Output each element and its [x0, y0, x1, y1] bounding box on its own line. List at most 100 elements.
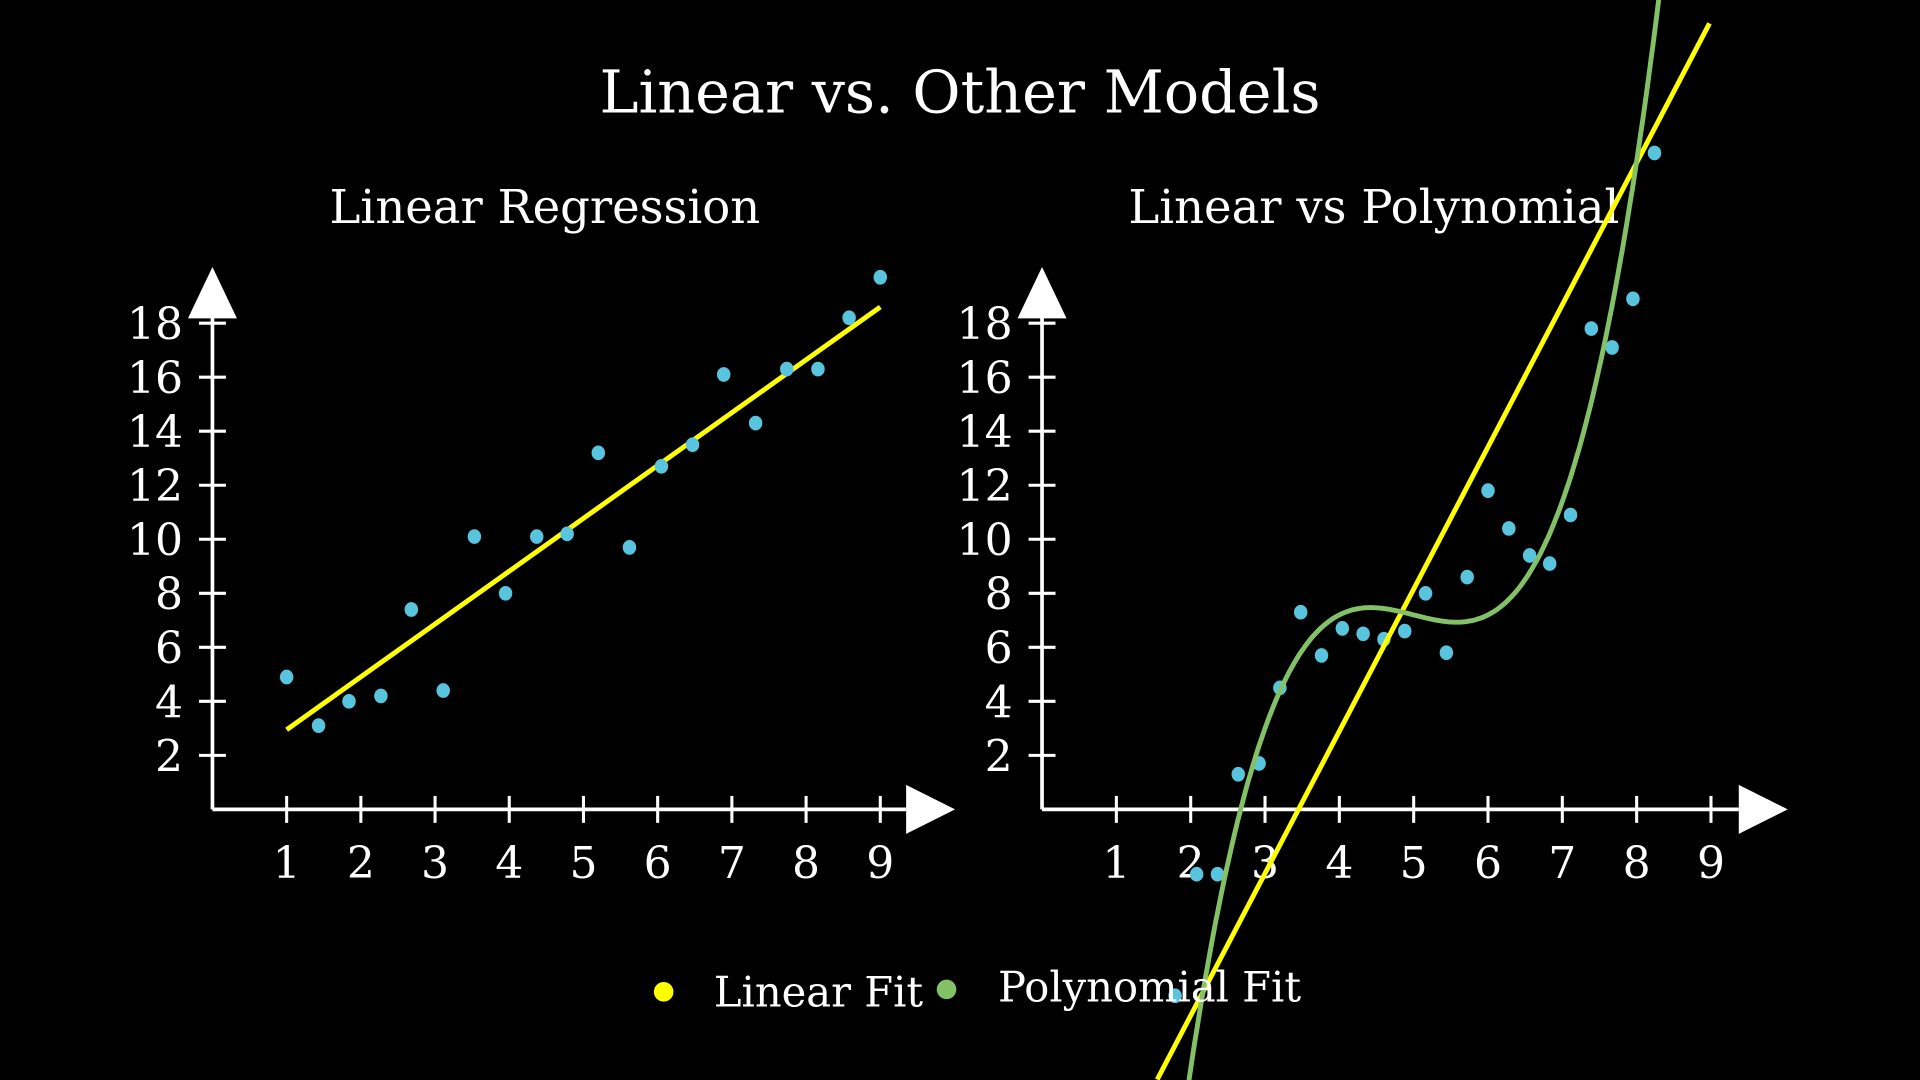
data-point — [873, 269, 888, 285]
data-point — [1542, 556, 1557, 571]
y-tick-label: 16 — [957, 353, 1013, 404]
data-point — [1418, 585, 1433, 601]
x-tick-label: 1 — [1102, 838, 1130, 889]
data-point — [1502, 521, 1516, 536]
x-tick-label: 3 — [1251, 838, 1279, 889]
data-point — [529, 529, 544, 544]
y-tick-label: 4 — [985, 677, 1013, 728]
data-point — [374, 688, 388, 704]
data-point — [591, 445, 606, 461]
data-point — [467, 529, 482, 544]
y-tick-label: 4 — [155, 677, 183, 728]
data-point — [1584, 321, 1599, 336]
x-tick-label: 3 — [421, 838, 449, 889]
data-point — [1335, 621, 1350, 636]
data-points — [279, 269, 888, 733]
data-point — [1460, 569, 1474, 585]
x-tick-label: 9 — [866, 838, 894, 889]
x-tick-label: 2 — [347, 838, 375, 889]
data-point — [1293, 604, 1308, 620]
data-point — [1314, 648, 1329, 663]
data-point — [654, 458, 669, 474]
y-tick-label: 18 — [957, 299, 1013, 350]
x-axis-arrow-icon — [1738, 784, 1788, 834]
chart-title: Linear vs Polynomial — [1128, 180, 1619, 234]
x-tick-label: 6 — [644, 838, 672, 889]
x-tick-label: 4 — [1325, 838, 1353, 889]
y-tick-label: 10 — [957, 515, 1013, 566]
legend-polynomial-marker-icon — [936, 979, 957, 1000]
y-tick-label: 14 — [957, 407, 1013, 458]
linear-fit-line — [285, 304, 882, 732]
x-tick-label: 2 — [1177, 838, 1205, 889]
y-tick-label: 8 — [155, 569, 183, 620]
y-tick-label: 6 — [155, 623, 183, 674]
x-tick-label: 8 — [792, 838, 820, 889]
y-axis-arrow-icon — [1017, 266, 1067, 319]
linear-fit-line — [1155, 22, 1712, 1080]
y-tick-label: 16 — [127, 353, 183, 404]
data-point — [780, 361, 794, 377]
x-tick-label: 1 — [273, 838, 301, 889]
fit-lines — [285, 304, 882, 732]
data-point — [1563, 507, 1578, 523]
data-point — [1522, 548, 1537, 563]
data-point — [1481, 483, 1495, 498]
data-point — [436, 683, 450, 698]
y-tick-label: 2 — [155, 731, 183, 782]
y-tick-label: 8 — [985, 569, 1013, 620]
x-tick-label: 5 — [1400, 838, 1428, 889]
legend-linear-label: Linear Fit — [714, 968, 924, 1017]
x-tick-label: 7 — [718, 838, 746, 889]
y-tick-label: 12 — [127, 461, 183, 512]
legend-polynomial-label: Polynomial Fit — [998, 963, 1301, 1012]
y-tick-label: 18 — [127, 299, 183, 350]
main-title: Linear vs. Other Models — [599, 58, 1320, 127]
data-point — [1647, 145, 1662, 161]
data-point — [311, 718, 326, 733]
polynomial-fit-curve — [1186, 0, 1662, 1080]
legend-linear-marker-icon — [653, 982, 674, 1002]
data-point — [498, 585, 513, 601]
data-point — [1168, 988, 1182, 1004]
data-point — [404, 602, 419, 617]
data-point — [842, 310, 856, 326]
fit-lines — [1155, 0, 1712, 1080]
y-tick-label: 6 — [985, 623, 1013, 674]
x-tick-label: 9 — [1697, 838, 1725, 889]
data-point — [1439, 645, 1454, 661]
legend: Linear Fit Polynomial Fit — [653, 963, 1301, 1017]
data-point — [1605, 340, 1619, 355]
data-point — [1231, 766, 1245, 782]
data-point — [811, 361, 825, 377]
data-point — [622, 540, 637, 555]
y-axis-arrow-icon — [187, 266, 237, 319]
data-point — [1626, 291, 1640, 307]
chart-title: Linear Regression — [330, 180, 761, 234]
x-tick-label: 4 — [495, 838, 523, 889]
data-point — [685, 437, 700, 453]
y-tick-label: 14 — [127, 407, 183, 458]
linear-vs-polynomial-chart: Linear vs Polynomial 1 2 3 4 5 6 7 8 92468101214… — [957, 0, 1788, 1080]
data-point — [1356, 626, 1370, 642]
linear-regression-chart: Linear Regression 1 2 3 4 5 6 7 8 92468101214161… — [127, 180, 956, 889]
data-point — [748, 415, 763, 431]
data-point — [716, 367, 731, 382]
x-tick-label: 7 — [1548, 838, 1576, 889]
data-point — [1398, 623, 1412, 639]
x-axis-arrow-icon — [906, 784, 956, 834]
data-point — [342, 693, 356, 709]
y-tick-label: 10 — [127, 515, 183, 566]
data-point — [279, 669, 294, 685]
x-tick-label: 8 — [1623, 838, 1651, 889]
x-tick-label: 6 — [1474, 838, 1502, 889]
data-point — [560, 526, 574, 542]
data-point — [1210, 866, 1225, 882]
y-tick-label: 2 — [985, 731, 1013, 782]
x-tick-label: 5 — [569, 838, 597, 889]
y-tick-label: 12 — [957, 461, 1013, 512]
data-point — [1189, 866, 1204, 882]
